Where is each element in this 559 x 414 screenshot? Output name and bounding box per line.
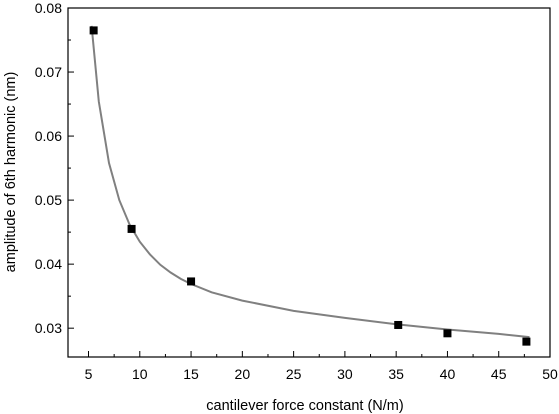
x-tick-label: 5 [85, 366, 93, 382]
x-tick-label: 15 [183, 366, 199, 382]
x-tick-label: 35 [388, 366, 404, 382]
x-tick-label: 50 [542, 366, 558, 382]
data-point [394, 320, 403, 329]
plot-area: 5 10 15 20 25 30 35 40 45 50 0.03 0.04 0.05 0.06 0.07 0… [35, 0, 558, 382]
x-tick-label: 40 [440, 366, 456, 382]
fit-curve [90, 25, 530, 339]
x-tick-label: 30 [337, 366, 353, 382]
x-tick-label: 10 [132, 366, 148, 382]
x-tick-label: 20 [235, 366, 251, 382]
data-point [443, 329, 452, 338]
x-tick-label: 45 [491, 366, 507, 382]
y-tick-label: 0.06 [35, 128, 62, 144]
y-tick-label: 0.05 [35, 192, 62, 208]
data-point [89, 26, 98, 35]
x-axis-title: cantilever force constant (N/m) [206, 398, 403, 414]
data-point [127, 224, 136, 233]
y-tick-label: 0.03 [35, 320, 62, 336]
y-tick-label: 0.08 [35, 0, 62, 16]
plot-frame [67, 7, 551, 358]
y-axis-title: amplitude of 6th harmonic (nm) [3, 72, 19, 273]
y-tick-label: 0.04 [35, 256, 62, 272]
data-point [187, 277, 196, 286]
data-point [522, 337, 531, 346]
x-tick-label: 25 [286, 366, 302, 382]
y-tick-label: 0.07 [35, 64, 62, 80]
